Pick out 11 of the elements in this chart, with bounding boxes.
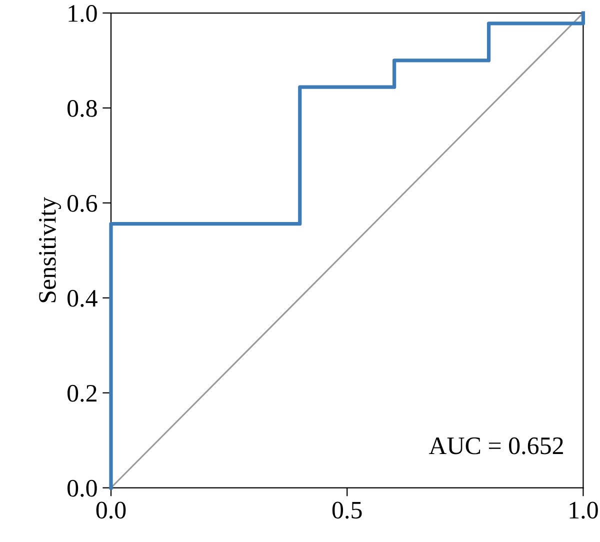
annotation: AUC = 0.652 — [428, 437, 563, 454]
y-tick-label: 0.2 — [68, 384, 96, 402]
x-tick-label: 0.5 — [332, 502, 362, 519]
y-tick-label: 0.0 — [68, 480, 97, 497]
y-axis-title: Sensitivity — [39, 197, 61, 302]
y-tick-label: 0.4 — [68, 290, 98, 307]
y-tick-label: 0.8 — [68, 100, 97, 117]
x-tick-label: 0.0 — [96, 502, 126, 519]
y-tick-label: 1.0 — [68, 5, 97, 22]
x-tick-label: 1.0 — [570, 502, 598, 519]
y-tick-label: 0.6 — [68, 194, 98, 212]
